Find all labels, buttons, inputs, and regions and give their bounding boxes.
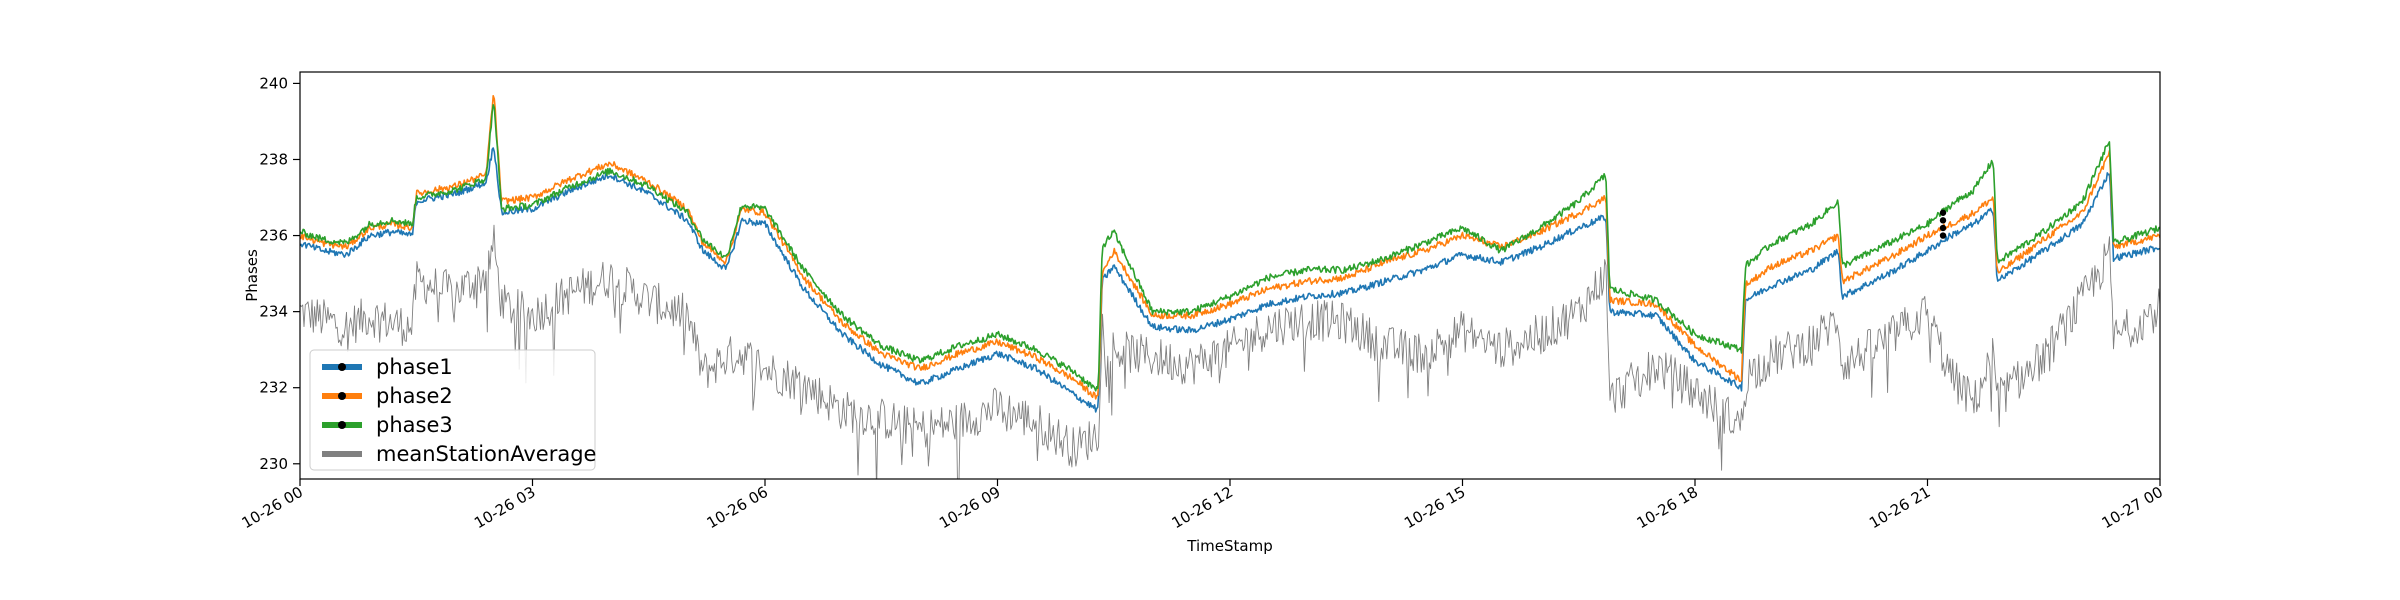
y-tick-label: 240 <box>259 74 288 92</box>
series-line-phase3 <box>300 104 2160 392</box>
x-tick-label: 10-26 18 <box>1634 483 1701 532</box>
y-axis: 230 232 234 236 238 240 <box>259 74 300 473</box>
y-tick-label: 236 <box>259 227 288 245</box>
y-tick-label: 234 <box>259 303 288 321</box>
legend-box <box>309 349 596 471</box>
x-tick-label: 10-26 21 <box>1866 483 1933 532</box>
y-axis-title: Phases <box>243 249 261 302</box>
y-tick-label: 230 <box>259 455 288 473</box>
annotation-marker <box>1939 224 1947 232</box>
x-axis: 10-26 00 10-26 03 10-26 06 10-26 09 10-26 12… <box>239 479 2166 532</box>
annotation-layer <box>1939 209 1947 239</box>
annotation-marker <box>1939 217 1947 224</box>
legend-label-meanStationAverage: meanStationAverage <box>376 442 596 466</box>
x-tick-label: 10-26 06 <box>704 483 771 532</box>
annotation-marker <box>1939 232 1947 239</box>
legend-label-phase2: phase2 <box>376 384 453 408</box>
y-tick-label: 238 <box>259 150 288 168</box>
series-line-meanStationAverage <box>300 224 2160 479</box>
annotation-marker <box>1939 209 1947 216</box>
y-tick-label: 232 <box>259 379 288 397</box>
legend-label-phase1: phase1 <box>376 355 453 379</box>
series-line-phase2 <box>300 95 2160 400</box>
x-tick-label: 10-26 15 <box>1401 483 1468 532</box>
legend-marker-phase3 <box>338 421 346 429</box>
x-tick-label: 10-27 00 <box>2099 483 2166 532</box>
series-line-phase1 <box>300 147 2160 413</box>
legend-marker-phase1 <box>338 363 346 371</box>
series-layer <box>300 95 2160 479</box>
x-tick-label: 10-26 03 <box>471 483 538 532</box>
x-tick-label: 10-26 09 <box>936 483 1003 532</box>
legend-marker-phase2 <box>338 392 346 400</box>
legend: phase1 phase2 phase3 meanStationAverage <box>309 349 596 471</box>
x-axis-title: TimeStamp <box>1186 537 1272 555</box>
x-tick-label: 10-26 00 <box>239 483 306 532</box>
x-tick-label: 10-26 12 <box>1169 483 1236 532</box>
legend-label-phase3: phase3 <box>376 413 453 437</box>
